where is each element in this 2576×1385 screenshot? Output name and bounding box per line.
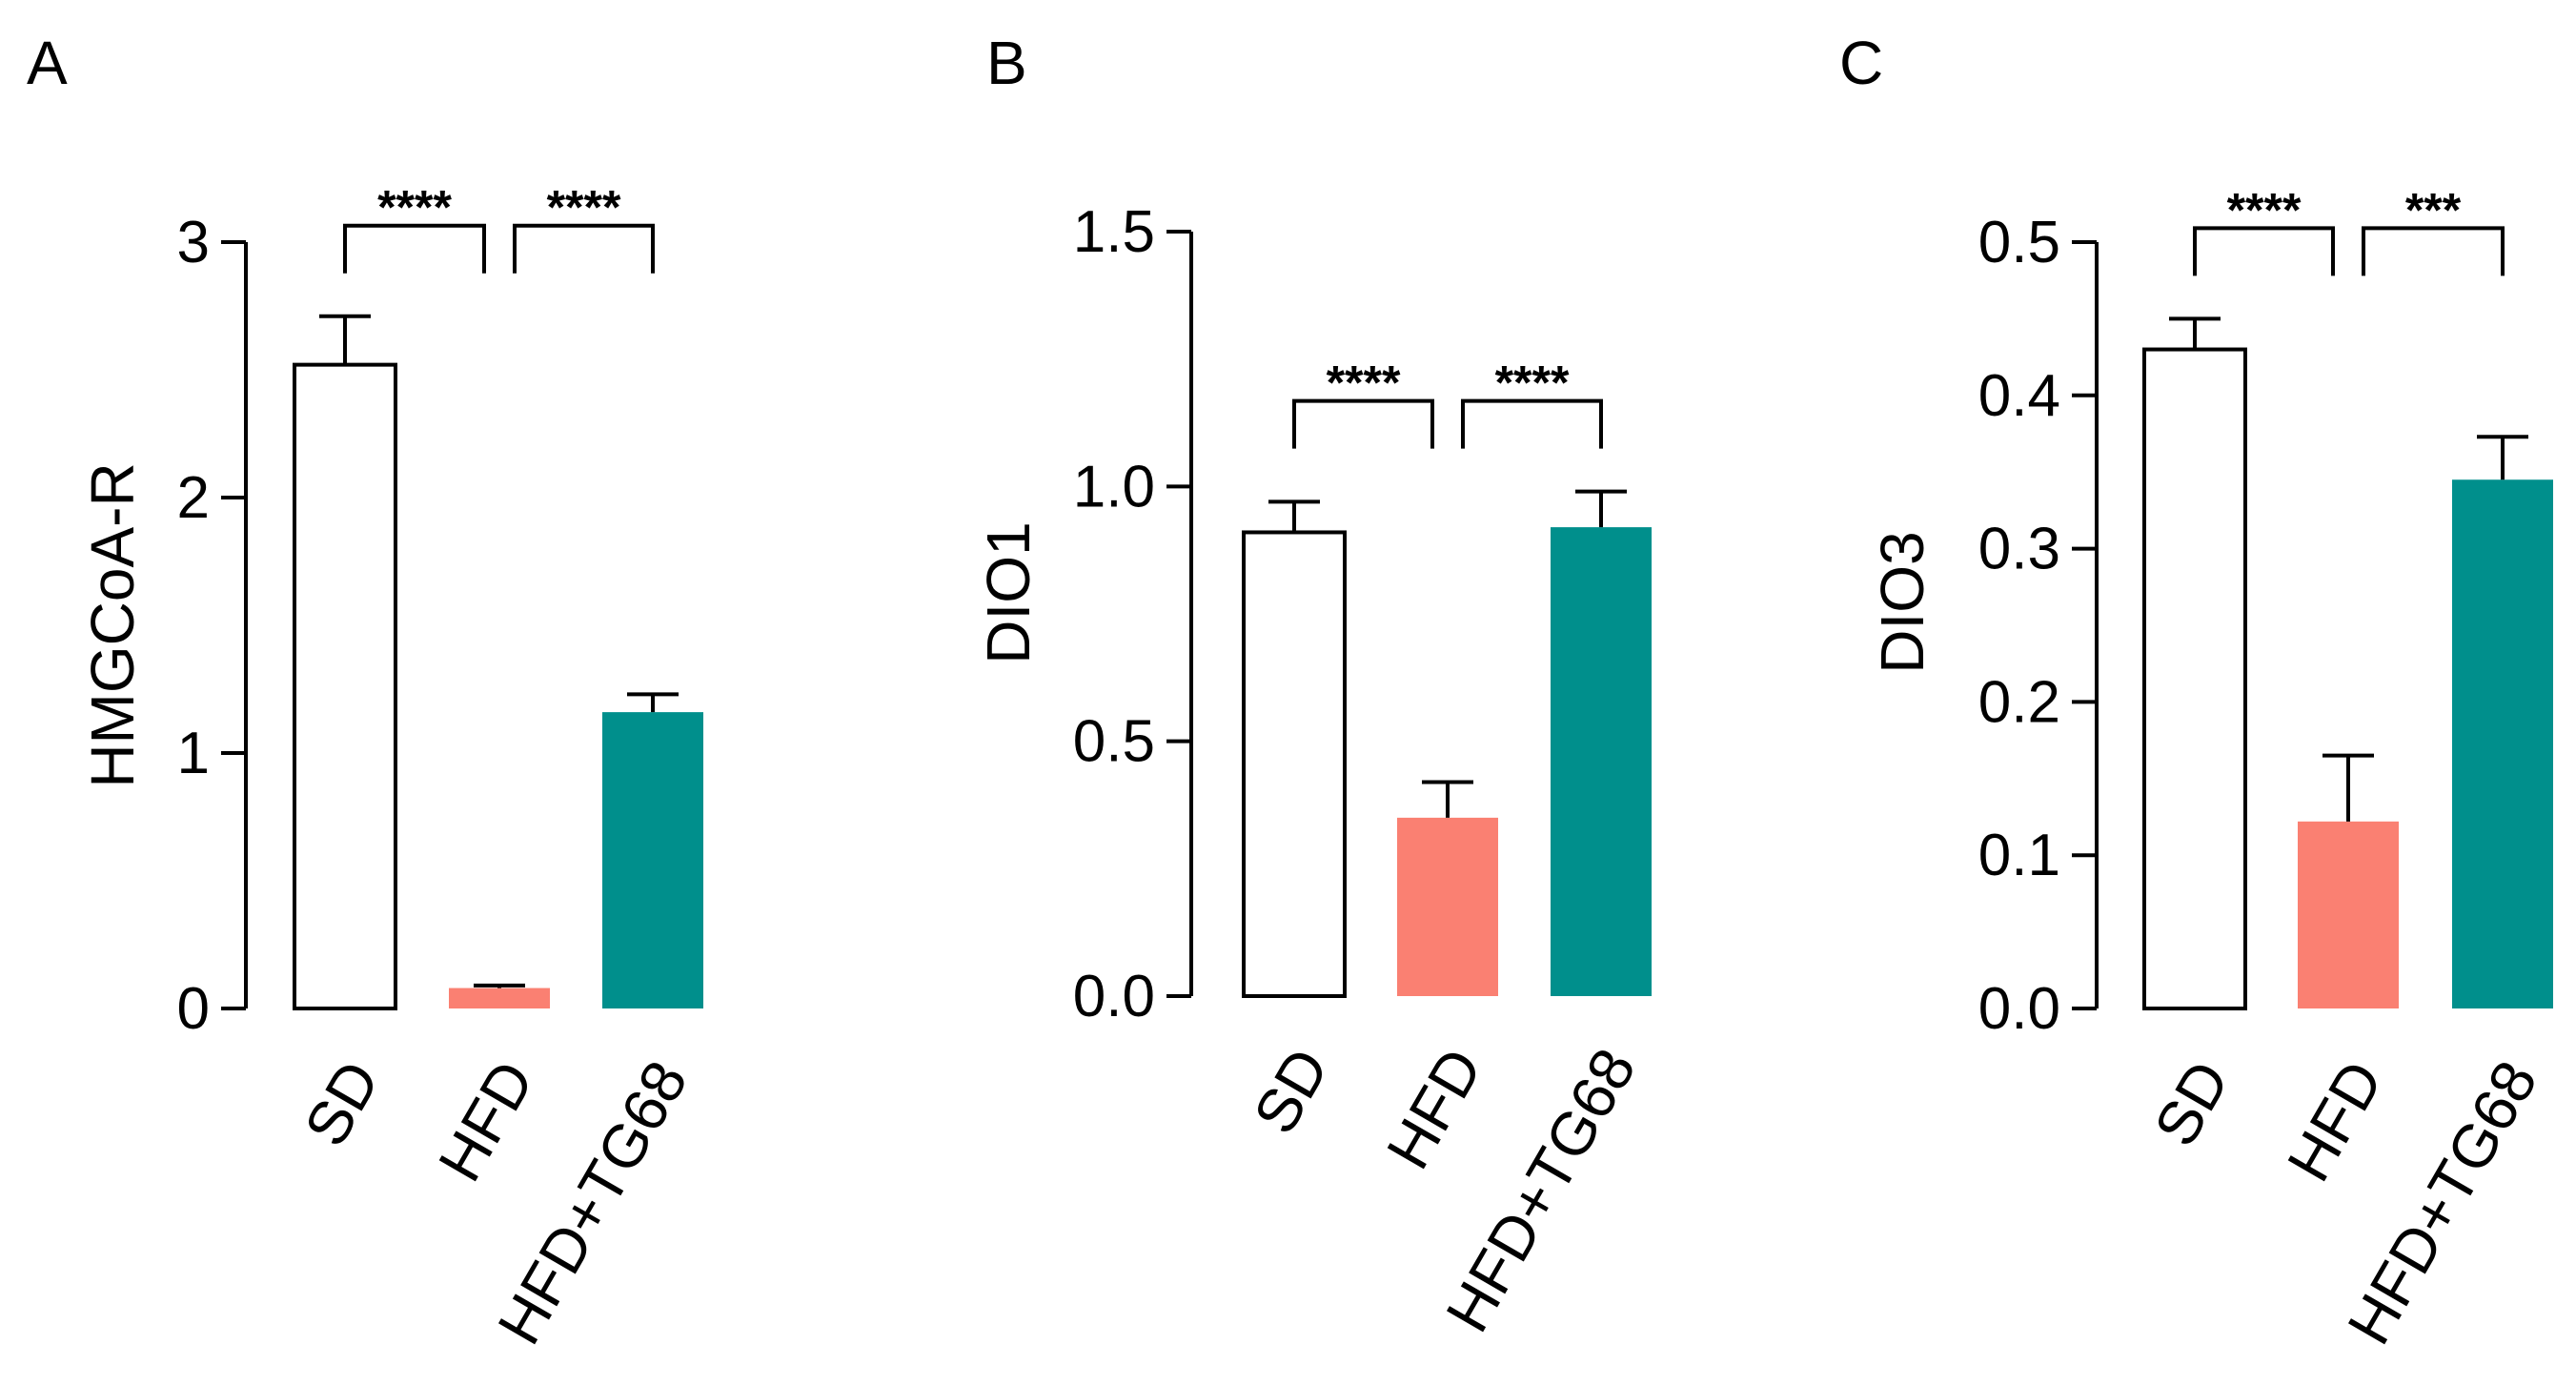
y-tick-label: 1.5	[1073, 199, 1155, 265]
panel-letter: C	[1839, 29, 1883, 97]
significance-bracket	[2362, 226, 2505, 276]
bar	[1551, 527, 1652, 996]
y-tick-label: 0.0	[1073, 964, 1155, 1029]
significance-bracket	[1461, 398, 1603, 449]
x-category-label: SD	[1240, 1037, 1342, 1145]
y-axis-title: DIO1	[974, 521, 1043, 663]
bar	[1242, 530, 1347, 998]
y-tick-label: 1.0	[1073, 454, 1155, 519]
y-tick-label: 0	[177, 976, 210, 1042]
significance-bracket	[1292, 398, 1434, 449]
bar	[602, 712, 703, 1008]
y-tick-label: 0.1	[1978, 823, 2060, 888]
significance-label: ***	[2405, 183, 2462, 236]
bar	[293, 362, 397, 1010]
bar	[2142, 347, 2247, 1010]
significance-label: ****	[1327, 356, 1401, 410]
y-tick-label: 1	[177, 721, 210, 786]
x-category-label: HFD	[425, 1049, 547, 1192]
y-tick-label: 0.3	[1978, 517, 2060, 582]
panel-letter: A	[27, 29, 68, 97]
y-tick-label: 0.4	[1978, 363, 2060, 429]
bar	[2452, 479, 2553, 1008]
x-category-label: HFD	[2274, 1049, 2396, 1192]
bar	[1397, 817, 1498, 996]
significance-label: ****	[1495, 356, 1570, 410]
x-category-label: HFD	[1373, 1037, 1495, 1180]
y-axis-title: DIO3	[1868, 531, 1937, 673]
y-tick-label: 0.0	[1978, 976, 2060, 1042]
bar	[2298, 821, 2399, 1008]
bar	[449, 988, 550, 1008]
y-tick-label: 3	[177, 210, 210, 275]
y-tick-label: 0.2	[1978, 669, 2060, 735]
significance-bracket	[2193, 226, 2335, 276]
significance-label: ****	[2227, 183, 2302, 236]
significance-bracket	[343, 223, 486, 274]
panel-letter: B	[986, 29, 1027, 97]
significance-label: ****	[547, 181, 621, 234]
y-tick-label: 0.5	[1073, 709, 1155, 775]
significance-label: ****	[377, 181, 452, 234]
y-axis-title: HMGCoA-R	[78, 462, 147, 787]
y-tick-label: 2	[177, 465, 210, 531]
x-category-label: SD	[291, 1049, 393, 1157]
y-tick-label: 0.5	[1978, 210, 2060, 275]
x-category-label: SD	[2140, 1049, 2242, 1157]
significance-bracket	[513, 223, 655, 274]
